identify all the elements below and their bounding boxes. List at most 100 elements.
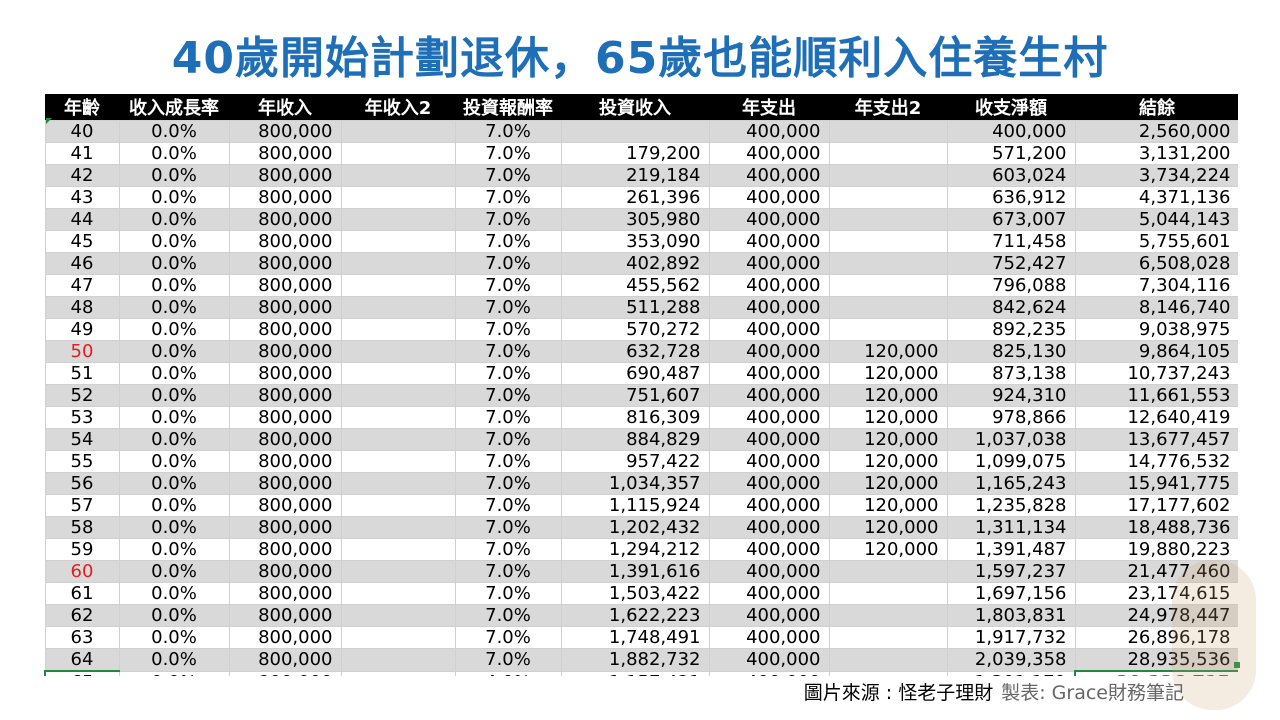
cell-return-rate[interactable]: 7.0% <box>454 626 562 649</box>
cell-expense2[interactable] <box>828 164 948 187</box>
cell-age[interactable]: 40 <box>44 120 120 143</box>
column-header[interactable]: 收支淨額 <box>947 94 1075 121</box>
cell-investment-income[interactable]: 884,829 <box>560 428 710 451</box>
column-header[interactable]: 年齡 <box>45 94 119 121</box>
cell-income[interactable]: 800,000 <box>228 164 342 187</box>
cell-income[interactable]: 800,000 <box>228 670 342 676</box>
cell-expense[interactable]: 400,000 <box>708 208 830 231</box>
cell-net[interactable]: 1,037,038 <box>946 428 1076 451</box>
cell-income2[interactable] <box>340 164 456 187</box>
cell-investment-income[interactable]: 219,184 <box>560 164 710 187</box>
cell-income[interactable]: 800,000 <box>228 648 342 672</box>
cell-balance[interactable]: 24,978,447 <box>1074 604 1238 627</box>
cell-expense2[interactable] <box>828 120 948 143</box>
cell-investment-income[interactable]: 1,294,212 <box>560 538 710 561</box>
cell-income2[interactable] <box>340 384 456 407</box>
cell-income2[interactable] <box>340 406 456 429</box>
cell-balance[interactable]: 5,755,601 <box>1074 230 1238 253</box>
cell-expense[interactable]: 400,000 <box>708 164 830 187</box>
cell-balance[interactable]: 14,776,532 <box>1074 450 1238 473</box>
cell-investment-income[interactable]: 632,728 <box>560 340 710 363</box>
cell-expense2[interactable] <box>828 230 948 253</box>
cell-income2[interactable] <box>340 142 456 165</box>
cell-net[interactable]: 796,088 <box>946 274 1076 297</box>
cell-growth-rate[interactable]: 0.0% <box>118 450 230 473</box>
cell-income2[interactable] <box>340 208 456 231</box>
cell-income2[interactable] <box>340 604 456 627</box>
cell-investment-income[interactable]: 1,503,422 <box>560 582 710 605</box>
cell-balance[interactable]: 9,864,105 <box>1074 340 1238 363</box>
cell-expense2[interactable] <box>828 296 948 319</box>
cell-balance[interactable]: 23,174,615 <box>1074 582 1238 605</box>
cell-growth-rate[interactable]: 0.0% <box>118 120 230 143</box>
cell-balance[interactable]: 8,146,740 <box>1074 296 1238 319</box>
cell-age[interactable]: 53 <box>44 406 120 429</box>
cell-balance[interactable]: 3,734,224 <box>1074 164 1238 187</box>
cell-net[interactable]: 752,427 <box>946 252 1076 275</box>
cell-net[interactable]: 924,310 <box>946 384 1076 407</box>
cell-net[interactable]: 1,301,179 <box>946 670 1076 676</box>
cell-investment-income[interactable]: 1,391,616 <box>560 560 710 583</box>
cell-income[interactable]: 800,000 <box>228 186 342 209</box>
cell-age[interactable]: 52 <box>44 384 120 407</box>
column-header[interactable]: 年支出2 <box>829 94 947 121</box>
cell-expense2[interactable]: 120,000 <box>828 516 948 539</box>
cell-return-rate[interactable]: 7.0% <box>454 186 562 209</box>
cell-expense[interactable]: 400,000 <box>708 142 830 165</box>
cell-expense2[interactable] <box>828 560 948 583</box>
cell-balance[interactable]: 21,477,460 <box>1074 560 1238 583</box>
cell-balance[interactable]: 9,038,975 <box>1074 318 1238 341</box>
cell-expense[interactable]: 400,000 <box>708 472 830 495</box>
cell-age[interactable]: 55 <box>44 450 120 473</box>
cell-income2[interactable] <box>340 494 456 517</box>
cell-expense2[interactable] <box>828 186 948 209</box>
cell-return-rate[interactable]: 7.0% <box>454 208 562 231</box>
cell-growth-rate[interactable]: 0.0% <box>118 648 230 672</box>
cell-net[interactable]: 571,200 <box>946 142 1076 165</box>
cell-age[interactable]: 62 <box>44 604 120 627</box>
cell-age[interactable]: 49 <box>44 318 120 341</box>
cell-expense2[interactable] <box>828 252 948 275</box>
cell-growth-rate[interactable]: 0.0% <box>118 362 230 385</box>
cell-income2[interactable] <box>340 670 456 676</box>
cell-return-rate[interactable]: 7.0% <box>454 340 562 363</box>
cell-income[interactable]: 800,000 <box>228 428 342 451</box>
cell-income2[interactable] <box>340 362 456 385</box>
cell-expense2[interactable] <box>828 274 948 297</box>
cell-growth-rate[interactable]: 0.0% <box>118 318 230 341</box>
cell-net[interactable]: 892,235 <box>946 318 1076 341</box>
selection-fill-handle[interactable] <box>1234 662 1240 668</box>
cell-expense2[interactable] <box>828 626 948 649</box>
cell-income2[interactable] <box>340 560 456 583</box>
cell-expense[interactable]: 400,000 <box>708 406 830 429</box>
cell-expense2[interactable]: 120,000 <box>828 494 948 517</box>
cell-return-rate[interactable]: 7.0% <box>454 560 562 583</box>
cell-expense[interactable]: 400,000 <box>708 120 830 143</box>
cell-investment-income[interactable]: 511,288 <box>560 296 710 319</box>
cell-expense2[interactable] <box>828 604 948 627</box>
cell-growth-rate[interactable]: 0.0% <box>118 604 230 627</box>
cell-expense[interactable]: 400,000 <box>708 538 830 561</box>
cell-growth-rate[interactable]: 0.0% <box>118 274 230 297</box>
cell-expense[interactable]: 400,000 <box>708 604 830 627</box>
cell-expense2[interactable]: 120,000 <box>828 428 948 451</box>
cell-investment-income[interactable]: 1,622,223 <box>560 604 710 627</box>
cell-income[interactable]: 800,000 <box>228 604 342 627</box>
cell-investment-income[interactable]: 751,607 <box>560 384 710 407</box>
cell-net[interactable]: 1,311,134 <box>946 516 1076 539</box>
cell-net[interactable]: 400,000 <box>946 120 1076 143</box>
cell-net[interactable]: 1,803,831 <box>946 604 1076 627</box>
cell-net[interactable]: 2,039,358 <box>946 648 1076 672</box>
cell-income[interactable]: 800,000 <box>228 340 342 363</box>
cell-net[interactable]: 825,130 <box>946 340 1076 363</box>
cell-balance[interactable]: 30,236,715 <box>1074 670 1238 676</box>
cell-expense2[interactable] <box>828 648 948 672</box>
cell-net[interactable]: 873,138 <box>946 362 1076 385</box>
cell-investment-income[interactable]: 1,115,924 <box>560 494 710 517</box>
cell-net[interactable]: 1,697,156 <box>946 582 1076 605</box>
cell-income[interactable]: 800,000 <box>228 516 342 539</box>
cell-return-rate[interactable]: 7.0% <box>454 406 562 429</box>
cell-balance[interactable]: 13,677,457 <box>1074 428 1238 451</box>
column-header[interactable]: 年收入2 <box>341 94 455 121</box>
cell-age[interactable]: 50 <box>44 340 120 363</box>
